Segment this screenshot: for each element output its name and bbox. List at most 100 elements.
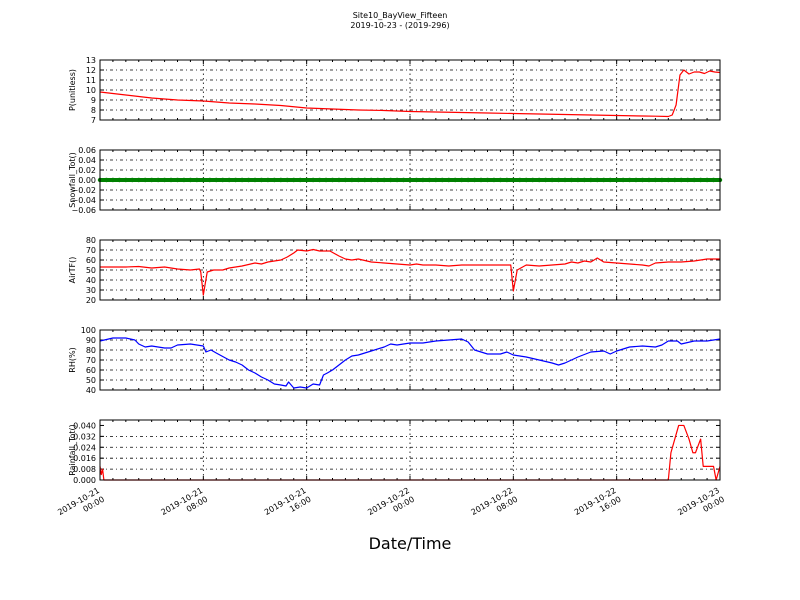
y-tick-label: 0.00 <box>78 176 96 185</box>
series-marker <box>110 177 116 183</box>
y-tick-label: 9 <box>91 96 96 105</box>
y-tick-label: −0.02 <box>71 186 96 195</box>
y-tick-label: 30 <box>86 286 96 295</box>
x-axis-label: Date/Time <box>368 534 452 553</box>
series-marker <box>414 177 419 183</box>
panel-5: 0.000 0.008 0.016 0.024 0.032 0.040Rainfall_T… <box>68 419 721 485</box>
y-tick-label: 12 <box>86 66 96 75</box>
series-marker <box>498 177 503 183</box>
series-marker <box>549 177 555 183</box>
y-tick-label: 50 <box>86 376 96 385</box>
series-marker <box>104 177 109 183</box>
series-marker <box>349 177 355 183</box>
y-tick-label: 20 <box>86 296 96 305</box>
series-marker <box>679 177 684 183</box>
y-tick-label: 40 <box>86 276 96 285</box>
series-marker <box>524 177 529 183</box>
series-marker <box>239 177 245 183</box>
series-marker <box>336 177 342 183</box>
y-axis-label: RH(%) <box>68 347 77 372</box>
series-marker <box>427 177 432 183</box>
series-marker <box>265 177 271 183</box>
y-tick-label: 100 <box>81 326 96 335</box>
series-marker <box>420 177 426 183</box>
y-tick-label: 40 <box>86 386 96 395</box>
series-marker <box>181 177 187 183</box>
series-marker <box>155 177 161 183</box>
y-axis-label: P(unitless) <box>68 69 77 111</box>
series-marker <box>472 177 477 183</box>
series-marker <box>375 177 380 183</box>
series-marker <box>285 177 290 183</box>
series-marker <box>640 177 645 183</box>
series-marker <box>504 177 510 183</box>
series-marker <box>582 177 587 183</box>
series-marker <box>711 177 716 183</box>
y-axis-label: AirTF() <box>68 257 77 284</box>
series-marker <box>310 177 316 183</box>
series-marker <box>569 177 574 183</box>
panel-2: −0.06−0.04−0.020.000.020.040.06Snowfall_… <box>68 146 723 215</box>
series-marker <box>407 177 413 183</box>
x-tick-label: 2019-10-2108:00 <box>160 486 210 526</box>
series-marker <box>440 177 445 183</box>
y-axis-label: Snowfall_Tot() <box>68 152 77 208</box>
y-tick-label: 0.000 <box>73 476 96 485</box>
series-marker <box>601 177 606 183</box>
x-tick-label: 2019-10-2116:00 <box>263 486 313 526</box>
series-marker <box>220 177 225 183</box>
series-marker <box>162 177 167 183</box>
series-marker <box>343 177 348 183</box>
y-tick-label: 90 <box>86 336 96 345</box>
y-tick-label: −0.04 <box>71 196 96 205</box>
plot-frame <box>99 149 721 211</box>
plot-frame <box>99 239 721 301</box>
series-marker <box>356 177 361 183</box>
series-marker <box>381 177 387 183</box>
y-tick-label: 80 <box>86 236 96 245</box>
series-marker <box>168 177 174 183</box>
series-line <box>100 248 720 296</box>
x-tick-label: 2019-10-2100:00 <box>56 486 106 526</box>
series-marker <box>401 177 406 183</box>
series-marker <box>659 177 665 183</box>
series-marker <box>272 177 277 183</box>
series-marker <box>620 177 626 183</box>
series-marker <box>478 177 484 183</box>
series-marker <box>291 177 296 183</box>
plot-frame <box>99 59 721 121</box>
series-marker <box>459 177 464 183</box>
y-tick-label: 0.032 <box>73 432 96 441</box>
series-marker <box>362 177 367 183</box>
series-marker <box>226 177 232 183</box>
series-marker <box>388 177 393 183</box>
series-marker <box>465 177 471 183</box>
y-tick-label: 0.04 <box>78 156 96 165</box>
y-tick-label: 7 <box>91 116 96 125</box>
series-marker <box>149 177 154 183</box>
x-tick-label: 2019-10-2200:00 <box>366 486 416 526</box>
series-marker <box>633 177 639 183</box>
series-marker <box>485 177 490 183</box>
series-marker <box>175 177 180 183</box>
series-line <box>99 337 721 389</box>
x-tick-label: 2019-10-2208:00 <box>470 486 520 526</box>
series-marker <box>491 177 497 183</box>
series-marker <box>698 177 703 183</box>
series-marker <box>117 177 122 183</box>
series-marker <box>233 177 238 183</box>
y-tick-label: 13 <box>86 56 96 65</box>
y-tick-label: 60 <box>86 256 96 265</box>
series-marker <box>143 177 148 183</box>
series-marker <box>259 177 264 183</box>
series-marker <box>130 177 135 183</box>
y-tick-label: −0.06 <box>71 206 96 215</box>
series-marker <box>123 177 129 183</box>
series-marker <box>595 177 600 183</box>
series-marker <box>394 177 400 183</box>
series-line <box>99 69 721 118</box>
y-tick-label: 0.040 <box>73 421 96 430</box>
series-marker <box>330 177 335 183</box>
series-marker <box>608 177 613 183</box>
y-axis-label: Rainfall_Tot() <box>68 424 77 476</box>
